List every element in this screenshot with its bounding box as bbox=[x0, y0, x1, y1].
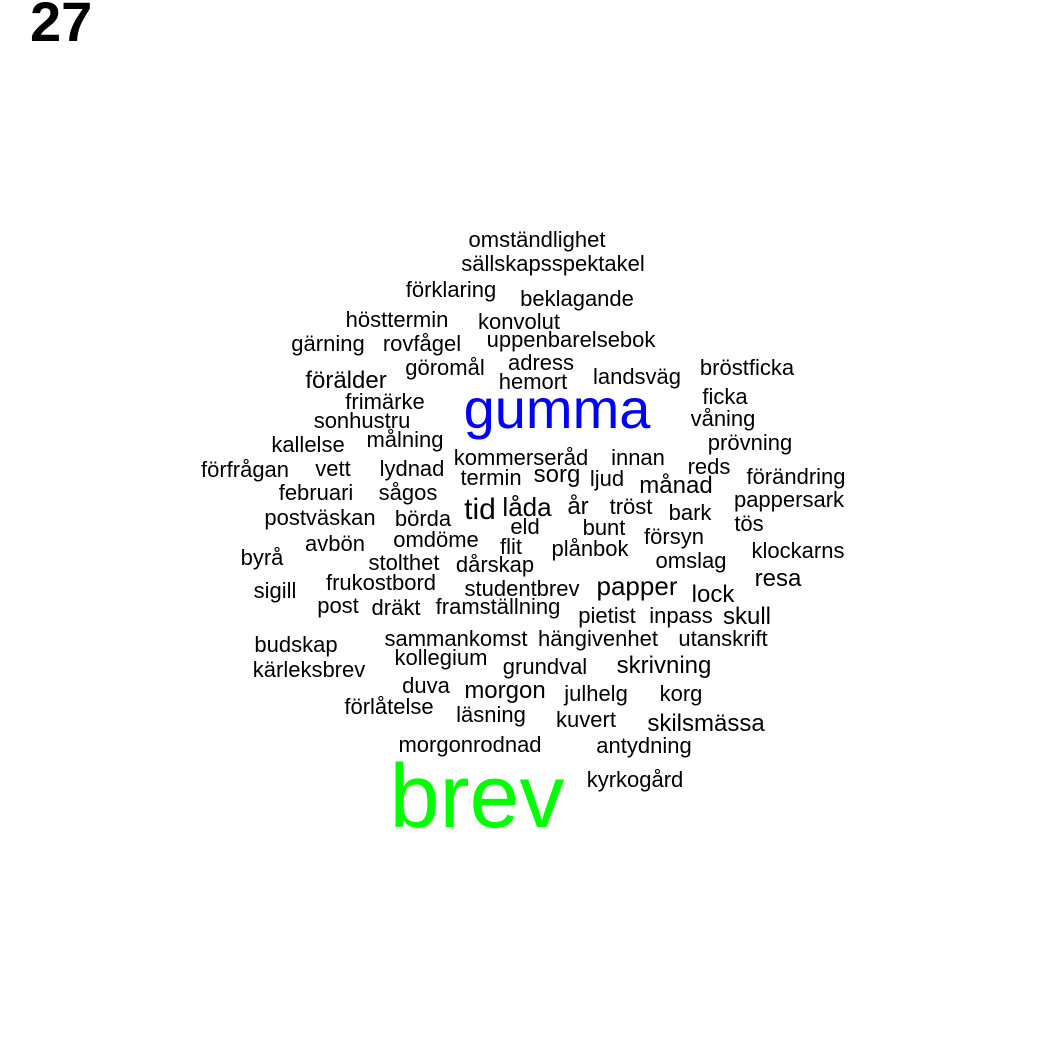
word-budskap: budskap bbox=[254, 632, 338, 657]
word-kyrkogard: kyrkogård bbox=[586, 767, 684, 792]
word-borda: börda bbox=[394, 506, 452, 531]
word-sigill: sigill bbox=[253, 578, 297, 603]
word-vaning: våning bbox=[690, 406, 756, 431]
word-lasning: läsning bbox=[456, 702, 526, 727]
word-korg: korg bbox=[659, 681, 703, 706]
word-manad: månad bbox=[639, 472, 713, 499]
word-sonhustru: sonhustru bbox=[313, 408, 411, 433]
word-lock: lock bbox=[691, 581, 735, 608]
word-sammankomst: sammankomst bbox=[384, 626, 528, 651]
word-kallelse: kallelse bbox=[271, 432, 345, 457]
word-brostficka: bröstficka bbox=[699, 355, 795, 380]
word-planbok: plånbok bbox=[551, 536, 629, 561]
word-forandring: förändring bbox=[746, 464, 846, 489]
word-innan: innan bbox=[611, 445, 665, 470]
word-pappersark: pappersark bbox=[733, 487, 845, 512]
word-tid: tid bbox=[464, 493, 496, 526]
word-grundval: grundval bbox=[502, 654, 588, 679]
word-februari: februari bbox=[278, 480, 354, 505]
word-bark: bark bbox=[668, 500, 712, 525]
word-frimarke: frimärke bbox=[345, 389, 425, 414]
word-kuvert: kuvert bbox=[556, 707, 616, 732]
word-garning: gärning bbox=[291, 331, 365, 356]
word-ficka: ficka bbox=[702, 384, 748, 409]
word-ar: år bbox=[567, 493, 589, 520]
word-forsyn: försyn bbox=[644, 524, 704, 549]
word-termin: termin bbox=[460, 465, 522, 490]
word-landsvag: landsväg bbox=[592, 364, 682, 389]
word-morgonrodnad: morgonrodnad bbox=[398, 732, 542, 757]
word-trost: tröst bbox=[609, 494, 653, 519]
word-post: post bbox=[317, 593, 359, 618]
word-omdome: omdöme bbox=[393, 527, 479, 552]
word-flit: flit bbox=[500, 534, 522, 559]
word-antydning: antydning bbox=[596, 733, 692, 758]
word-foralder: förälder bbox=[305, 367, 387, 394]
word-forlatelse: förlåtelse bbox=[344, 694, 434, 719]
word-karleksbrev: kärleksbrev bbox=[252, 657, 366, 682]
word-uppenbarelsebok: uppenbarelsebok bbox=[486, 327, 656, 352]
word-framstallning: framställning bbox=[435, 594, 561, 619]
word-skrivning: skrivning bbox=[616, 652, 712, 679]
page-number: 27 bbox=[30, 0, 93, 53]
word-darskap: dårskap bbox=[455, 552, 535, 577]
word-eld: eld bbox=[510, 514, 540, 539]
word-resa: resa bbox=[754, 565, 802, 592]
word-reds: reds bbox=[687, 454, 731, 479]
word-gumma: gumma bbox=[463, 377, 651, 440]
word-omstandlighet: omständlighet bbox=[468, 227, 606, 252]
word-klockarns: klockarns bbox=[751, 538, 845, 563]
word-avbon: avbön bbox=[305, 531, 365, 556]
word-rovfagel: rovfågel bbox=[382, 331, 462, 356]
word-omslag: omslag bbox=[655, 548, 727, 573]
word-bunt: bunt bbox=[582, 515, 626, 540]
word-tos: tös bbox=[734, 511, 764, 536]
word-julhelg: julhelg bbox=[564, 681, 628, 706]
word-kommerserad: kommerseråd bbox=[453, 445, 589, 470]
word-stolthet: stolthet bbox=[368, 550, 440, 575]
word-beklagande: beklagande bbox=[520, 286, 634, 311]
word-morgon: morgon bbox=[464, 677, 546, 704]
word-adress: adress bbox=[507, 350, 575, 375]
word-papper: papper bbox=[596, 571, 678, 601]
word-lada: låda bbox=[502, 492, 552, 522]
word-sallskapsspektakel: sällskapsspektakel bbox=[461, 251, 645, 276]
word-sagos: sågos bbox=[378, 480, 438, 505]
word-duva: duva bbox=[402, 673, 450, 698]
word-hosttermin: hösttermin bbox=[345, 307, 449, 332]
word-sorg: sorg bbox=[533, 461, 581, 488]
word-skilsmassa: skilsmässa bbox=[647, 710, 765, 737]
word-hangivenhet: hängivenhet bbox=[538, 626, 658, 651]
word-provning: prövning bbox=[707, 430, 793, 455]
word-pietist: pietist bbox=[578, 603, 636, 628]
word-byra: byrå bbox=[240, 545, 284, 570]
word-brev: brev bbox=[389, 747, 565, 847]
word-studentbrev: studentbrev bbox=[464, 576, 580, 601]
word-lydnad: lydnad bbox=[379, 456, 445, 481]
word-konvolut: konvolut bbox=[478, 309, 560, 334]
word-utanskrift: utanskrift bbox=[678, 626, 768, 651]
word-ljud: ljud bbox=[589, 466, 625, 491]
word-frukostbord: frukostbord bbox=[325, 570, 437, 595]
word-postvaskan: postväskan bbox=[264, 505, 376, 530]
word-inpass: inpass bbox=[649, 603, 713, 628]
word-vett: vett bbox=[315, 456, 351, 481]
word-drakt: dräkt bbox=[371, 595, 421, 620]
word-skull: skull bbox=[722, 603, 772, 630]
word-hemort: hemort bbox=[498, 369, 568, 394]
word-kollegium: kollegium bbox=[394, 645, 488, 670]
word-goromal: göromål bbox=[405, 355, 485, 380]
word-forklaring: förklaring bbox=[405, 277, 497, 302]
word-forfragan: förfrågan bbox=[200, 457, 290, 482]
word-malning: målning bbox=[366, 427, 444, 452]
